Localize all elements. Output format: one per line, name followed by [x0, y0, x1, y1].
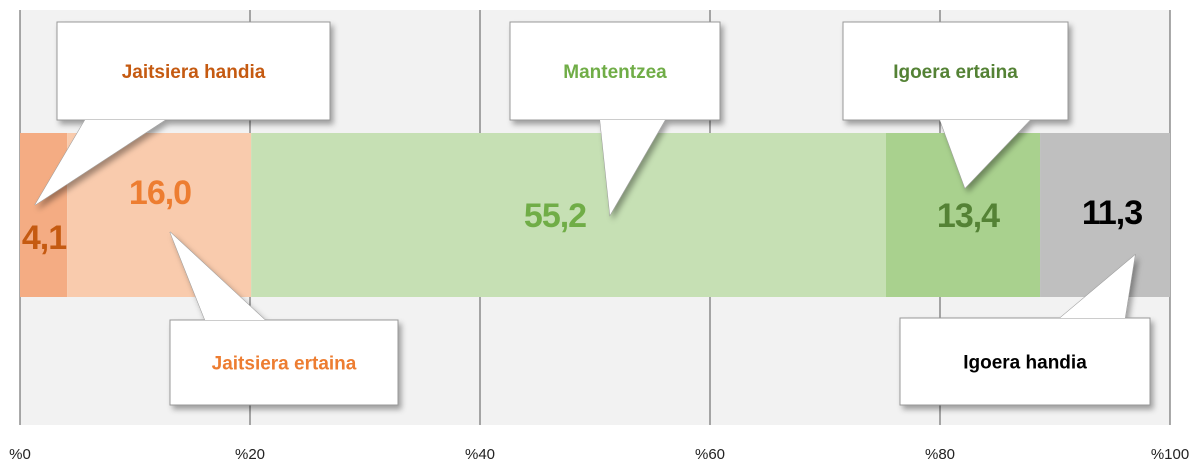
- callout-box: [842, 21, 1069, 121]
- x-tick-label: %0: [9, 446, 31, 463]
- callout: [842, 21, 1069, 189]
- callout: [509, 21, 721, 217]
- legend-label: Jaitsiera handia: [122, 62, 266, 83]
- legend-label: Igoera handia: [963, 353, 1087, 374]
- callout-pointer-fill: [170, 232, 265, 320]
- callout: [899, 253, 1151, 406]
- x-tick-label: %80: [925, 446, 955, 463]
- bar-segment: [1040, 133, 1170, 297]
- callout-pointer-fill: [600, 120, 665, 215]
- callout-box: [56, 21, 331, 121]
- data-label: 4,1: [22, 219, 66, 257]
- data-label: 11,3: [1082, 194, 1142, 232]
- legend-label: Mantentzea: [563, 62, 667, 83]
- callout-pointer-fill: [1060, 255, 1135, 318]
- callout-pointer-fill: [35, 120, 165, 205]
- data-label: 13,4: [937, 197, 1000, 235]
- legend-label: Jaitsiera ertaina: [212, 354, 357, 375]
- x-tick-label: %60: [695, 446, 725, 463]
- callout-box: [509, 21, 721, 121]
- data-label: 16,0: [129, 174, 191, 212]
- x-tick-label: %20: [235, 446, 265, 463]
- bar-segment: [20, 133, 68, 297]
- callout-pointer-fill: [940, 120, 1030, 188]
- callout: [169, 231, 399, 406]
- callout-box: [899, 317, 1151, 406]
- callout-box: [169, 319, 399, 406]
- bar-segment: [251, 133, 886, 297]
- x-tick-label: %100: [1151, 446, 1189, 463]
- data-label: 55,2: [524, 197, 586, 235]
- legend-label: Igoera ertaina: [893, 62, 1018, 83]
- callout: [34, 21, 331, 206]
- x-tick-label: %40: [465, 446, 495, 463]
